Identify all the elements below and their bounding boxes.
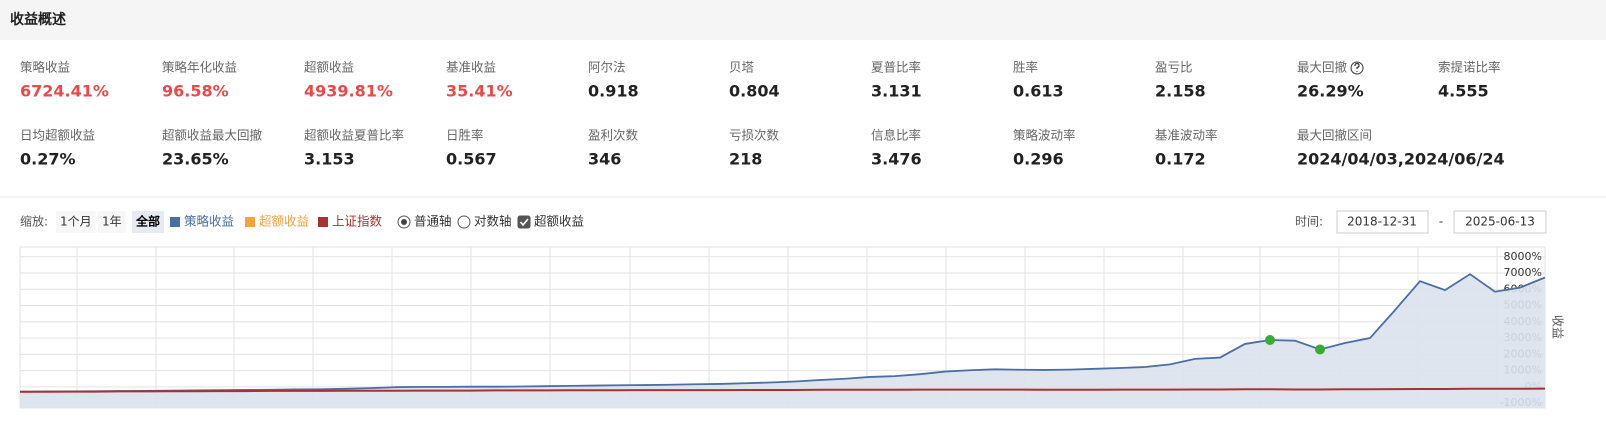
metric-value: 3.153 bbox=[304, 150, 355, 169]
help-icon[interactable] bbox=[1350, 61, 1364, 75]
legend-label[interactable]: 上证指数 bbox=[332, 214, 383, 229]
metric-value: 218 bbox=[729, 150, 762, 169]
radio[interactable] bbox=[457, 215, 471, 229]
metric-value: 0.613 bbox=[1013, 82, 1064, 101]
header-title: 收益概述 bbox=[10, 11, 66, 28]
metric-label: 基准波动率 bbox=[1155, 128, 1218, 143]
metric-label: 日均超额收益 bbox=[20, 128, 95, 143]
y-tick-label: 7000% bbox=[1504, 266, 1542, 279]
time-label: 时间: bbox=[1295, 215, 1323, 229]
metric-label: 策略波动率 bbox=[1013, 128, 1076, 143]
metric-value: 23.65% bbox=[162, 150, 229, 169]
metric-value: 3.131 bbox=[871, 82, 922, 101]
metric-value: 0.27% bbox=[20, 150, 76, 169]
series-area bbox=[20, 274, 1545, 408]
checkbox[interactable] bbox=[517, 215, 531, 229]
metric-value: 0.296 bbox=[1013, 150, 1064, 169]
legend-swatch[interactable] bbox=[318, 217, 328, 227]
zoom-option[interactable]: 1年 bbox=[102, 215, 122, 229]
metric-value: 4.555 bbox=[1438, 82, 1489, 101]
metric-label: 最大回撤 bbox=[1297, 60, 1348, 75]
metric-value: 2.158 bbox=[1155, 82, 1206, 101]
metric-label: 亏损次数 bbox=[729, 128, 780, 143]
metric-label: 贝塔 bbox=[729, 60, 755, 75]
metric-label: 策略年化收益 bbox=[162, 60, 237, 75]
radio-label[interactable]: 普通轴 bbox=[414, 214, 452, 229]
checkbox-label[interactable]: 超额收益 bbox=[534, 214, 584, 229]
metric-label: 超额收益最大回撤 bbox=[162, 128, 263, 143]
metric-value: 96.58% bbox=[162, 82, 229, 101]
metric-value: 2024/04/03,2024/06/24 bbox=[1297, 150, 1505, 169]
metric-value: 4939.81% bbox=[304, 82, 393, 101]
date-separator: - bbox=[1439, 215, 1443, 229]
legend-swatch[interactable] bbox=[170, 217, 180, 227]
date-box[interactable] bbox=[1336, 210, 1429, 234]
drawdown-marker bbox=[1315, 344, 1325, 355]
metric-value: 26.29% bbox=[1297, 82, 1364, 101]
legend-swatch[interactable] bbox=[245, 217, 255, 227]
y-tick-label: 8000% bbox=[1504, 250, 1542, 263]
metric-label: 信息比率 bbox=[871, 128, 921, 143]
legend-label[interactable]: 超额收益 bbox=[259, 214, 309, 229]
metric-label: 胜率 bbox=[1013, 60, 1038, 75]
zoom-selected-bg bbox=[132, 211, 165, 233]
zoom-option-bg bbox=[56, 211, 96, 233]
zoom-label: 缩放: bbox=[20, 214, 48, 229]
metric-value: 6724.41% bbox=[20, 82, 109, 101]
radio-label[interactable]: 对数轴 bbox=[474, 214, 512, 229]
metric-label: 超额收益 bbox=[304, 60, 354, 75]
metric-value: 0.567 bbox=[446, 150, 497, 169]
metric-label: 索提诺比率 bbox=[1438, 60, 1501, 75]
metric-value: 35.41% bbox=[446, 82, 513, 101]
metric-value: 0.804 bbox=[729, 82, 780, 101]
zoom-option[interactable]: 全部 bbox=[135, 214, 160, 229]
y-axis-title: 收益 bbox=[1551, 315, 1565, 339]
metric-label: 盈利次数 bbox=[588, 128, 639, 143]
legend-label[interactable]: 策略收益 bbox=[184, 214, 234, 229]
metric-label: 夏普比率 bbox=[871, 60, 921, 75]
start-date[interactable]: 2018-12-31 bbox=[1347, 215, 1417, 229]
series-line bbox=[19, 273, 1546, 393]
metric-value: 0.918 bbox=[588, 82, 639, 101]
metric-value: 3.476 bbox=[871, 150, 922, 169]
metric-label: 超额收益夏普比率 bbox=[304, 128, 404, 143]
help-icon-glyph bbox=[1354, 62, 1360, 72]
metric-label: 策略收益 bbox=[20, 60, 70, 75]
date-box[interactable] bbox=[1453, 210, 1547, 234]
metric-label: 基准收益 bbox=[446, 60, 496, 75]
checkbox-tick bbox=[519, 218, 529, 227]
zoom-option[interactable]: 1个月 bbox=[60, 215, 92, 229]
series-line bbox=[20, 387, 1546, 393]
metric-label: 盈亏比 bbox=[1155, 60, 1193, 75]
metric-label: 最大回撤区间 bbox=[1297, 128, 1372, 143]
radio-dot bbox=[401, 219, 407, 225]
zoom-option-bg bbox=[98, 211, 126, 233]
end-date[interactable]: 2025-06-13 bbox=[1465, 215, 1535, 229]
drawdown-marker bbox=[1265, 335, 1275, 346]
header-bar bbox=[0, 0, 1606, 40]
metric-value: 0.172 bbox=[1155, 150, 1206, 169]
metric-value: 346 bbox=[588, 150, 621, 169]
metric-label: 日胜率 bbox=[446, 128, 484, 143]
metric-label: 阿尔法 bbox=[588, 60, 626, 75]
